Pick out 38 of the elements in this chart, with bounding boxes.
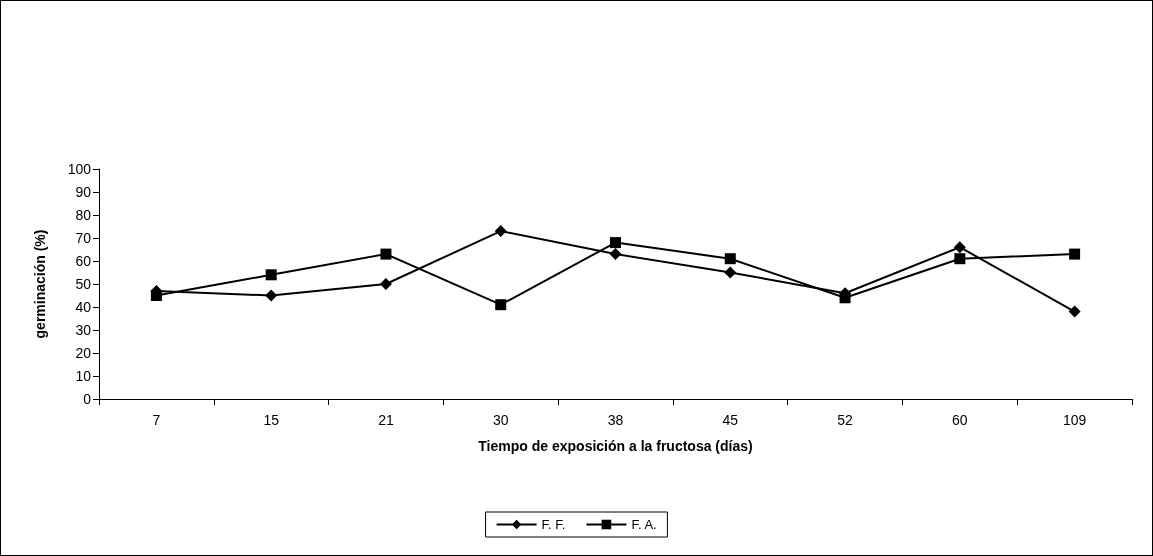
x-tick-label: 30 [492,412,509,428]
point [1069,248,1081,260]
point [609,248,622,261]
point [379,278,392,290]
point [953,241,966,254]
point [494,225,507,238]
legend-label: F. F. [541,517,566,532]
point [265,289,278,302]
y-tick-label: 60 [75,253,92,269]
y-tick-label: 50 [75,276,92,292]
x-tick-label: 52 [837,412,854,428]
x-tick-label: 45 [722,412,739,428]
point [724,266,737,279]
y-axis-title: germinación (%) [32,229,48,339]
y-tick-label: 0 [83,391,92,407]
y-tick-label: 80 [75,207,92,223]
y-tick-label: 30 [75,322,92,338]
x-tick-label: 38 [607,412,624,428]
point [495,299,507,311]
y-tick-label: 70 [75,230,92,246]
x-tick-label: 21 [378,412,394,428]
x-tick-label: 60 [952,412,968,428]
y-tick-label: 40 [75,299,92,315]
legend-label: F. A. [631,517,657,532]
y-tick-label: 10 [75,368,92,384]
x-tick-label: 15 [263,412,280,428]
x-tick-label: 7 [152,412,161,428]
y-tick-label: 90 [75,184,92,200]
x-axis-title: Tiempo de exposición a la fructosa (días) [478,438,753,454]
point [610,237,621,249]
x-tick-label: 109 [1062,412,1087,428]
point [724,253,736,265]
point [1068,305,1081,318]
point [380,248,392,260]
y-tick-label: 20 [75,345,92,361]
point [265,269,277,281]
y-tick-label: 100 [67,161,92,177]
point [954,253,966,265]
